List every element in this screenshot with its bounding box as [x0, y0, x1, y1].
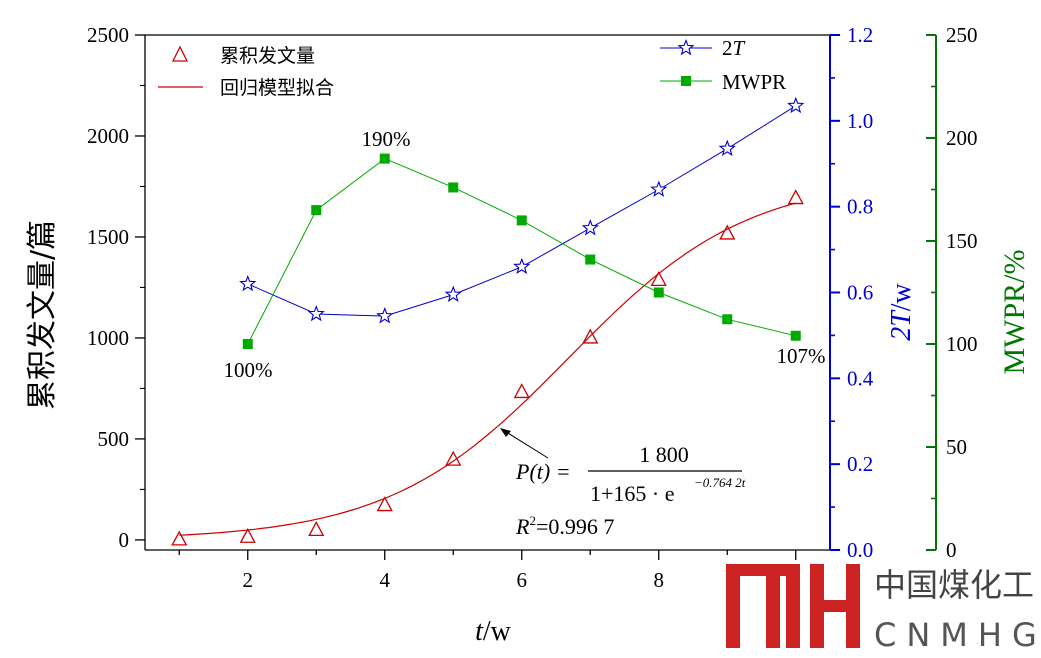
right2-tick-label: 250 — [946, 23, 978, 47]
formula-pointer-line — [502, 429, 549, 459]
left-tick-label: 1000 — [87, 326, 129, 350]
cumulative-point — [650, 271, 667, 287]
series-layer — [171, 96, 805, 546]
point-2t — [239, 274, 257, 292]
formula-denominator: 1+165 · e — [590, 481, 675, 506]
right1-tick-label: 0.4 — [847, 366, 874, 390]
right1-tick-label: 1.0 — [847, 109, 873, 133]
cumulative-point — [171, 530, 188, 546]
left-axis-title: 累积发文量/篇 — [25, 220, 60, 410]
series-line-mwpr — [247, 158, 796, 345]
right1-tick-label: 0.2 — [847, 452, 873, 476]
point-2t — [581, 219, 599, 236]
legend-marker-square — [681, 76, 691, 86]
point-2t — [718, 139, 736, 157]
legend-marker-star — [677, 38, 695, 56]
left-y-axis: 0 500 1000 1500 2000 2500 — [87, 23, 145, 552]
annotation-mwpr-end: 107% — [777, 344, 826, 368]
legend-label-2t: 2T — [722, 36, 746, 60]
annotation-mwpr-peak: 190% — [362, 127, 411, 151]
point-mwpr — [379, 153, 390, 164]
cumulative-point — [239, 527, 256, 543]
series-line-2t — [247, 105, 797, 317]
formula-pointer-arrow — [500, 428, 511, 437]
right2-tick-label: 150 — [946, 229, 978, 253]
right2-tick-label: 100 — [946, 332, 978, 356]
logo-text-en: CNMHG — [874, 616, 1040, 654]
cumulative-point — [445, 450, 462, 466]
r2-label: R2=0.996 7 — [515, 513, 614, 539]
left-tick-label: 0 — [119, 528, 130, 552]
x-tick-label: 6 — [517, 568, 528, 592]
right1-axis-title-unit: /w — [886, 282, 917, 311]
right-y-axis-mwpr: 0 50 100 150 200 250 — [926, 23, 978, 562]
left-tick-label: 500 — [98, 427, 130, 451]
right1-tick-label: 0.6 — [847, 281, 873, 305]
point-2t — [650, 180, 668, 197]
formula-lhs: P(t) = — [515, 459, 571, 484]
point-2t — [376, 307, 394, 324]
cumulative-point — [787, 189, 804, 205]
right1-tick-label: 1.2 — [847, 23, 873, 47]
left-tick-label: 2000 — [87, 124, 129, 148]
point-mwpr — [448, 182, 459, 193]
right2-tick-label: 0 — [946, 538, 957, 562]
cnmhg-logo: 中国煤化工 CNMHG — [726, 564, 1040, 654]
point-mwpr — [790, 330, 801, 341]
right1-axis-title: 2T/w — [886, 282, 917, 340]
cumulative-point — [376, 496, 393, 512]
logo-mark — [726, 564, 860, 648]
legend-label-mwpr: MWPR — [722, 70, 786, 94]
right-y-axis-2t: 0.0 0.2 0.4 0.6 0.8 1.0 1.2 — [829, 23, 874, 562]
point-2t — [513, 257, 531, 275]
annotation-mwpr-start: 100% — [224, 358, 273, 382]
x-axis-title-unit: /w — [483, 616, 512, 647]
x-tick-label: 4 — [380, 568, 391, 592]
point-mwpr — [242, 339, 253, 349]
right2-tick-label: 200 — [946, 126, 978, 150]
cumulative-point — [582, 328, 599, 344]
legend-right: 2T MWPR — [660, 36, 786, 94]
fit-curve — [179, 202, 796, 536]
x-axis-title-var: t — [475, 616, 484, 647]
legend-left: 累积发文量 回归模型拟合 — [158, 45, 334, 99]
right2-tick-label: 50 — [946, 435, 967, 459]
point-mwpr — [311, 205, 322, 216]
cumulative-point — [308, 521, 325, 537]
point-2t — [444, 285, 462, 302]
x-tick-label: 8 — [654, 568, 665, 592]
point-mwpr — [653, 287, 664, 298]
x-axis: 2 4 6 8 — [178, 550, 797, 592]
cumulative-point — [513, 383, 530, 399]
formula-numerator: 1 800 — [639, 442, 689, 467]
legend-marker-triangle — [171, 45, 189, 62]
right1-tick-label: 0.8 — [847, 195, 873, 219]
cumulative-point — [719, 224, 736, 240]
legend-label-fit: 回归模型拟合 — [220, 77, 334, 99]
point-mwpr — [722, 314, 733, 325]
x-tick-label: 2 — [243, 568, 254, 592]
x-axis-title: t/w — [475, 616, 512, 647]
left-tick-label: 1500 — [87, 225, 129, 249]
right1-tick-label: 0.0 — [847, 538, 873, 562]
plot-frame — [144, 34, 830, 551]
point-mwpr — [516, 215, 527, 226]
formula-exponent: −0.764 2t — [694, 475, 746, 490]
point-mwpr — [585, 254, 596, 265]
right1-axis-title-var: 2T — [886, 309, 917, 341]
right2-axis-title: MWPR/% — [998, 249, 1031, 374]
point-2t — [307, 304, 325, 322]
legend-label-cumulative: 累积发文量 — [220, 45, 315, 67]
point-2t — [787, 96, 805, 114]
logo-text-cn: 中国煤化工 — [874, 566, 1034, 604]
formula-annotation: P(t) = 1 800 1+165 · e −0.764 2t R2=0.99… — [500, 428, 746, 539]
left-tick-label: 2500 — [87, 23, 129, 47]
